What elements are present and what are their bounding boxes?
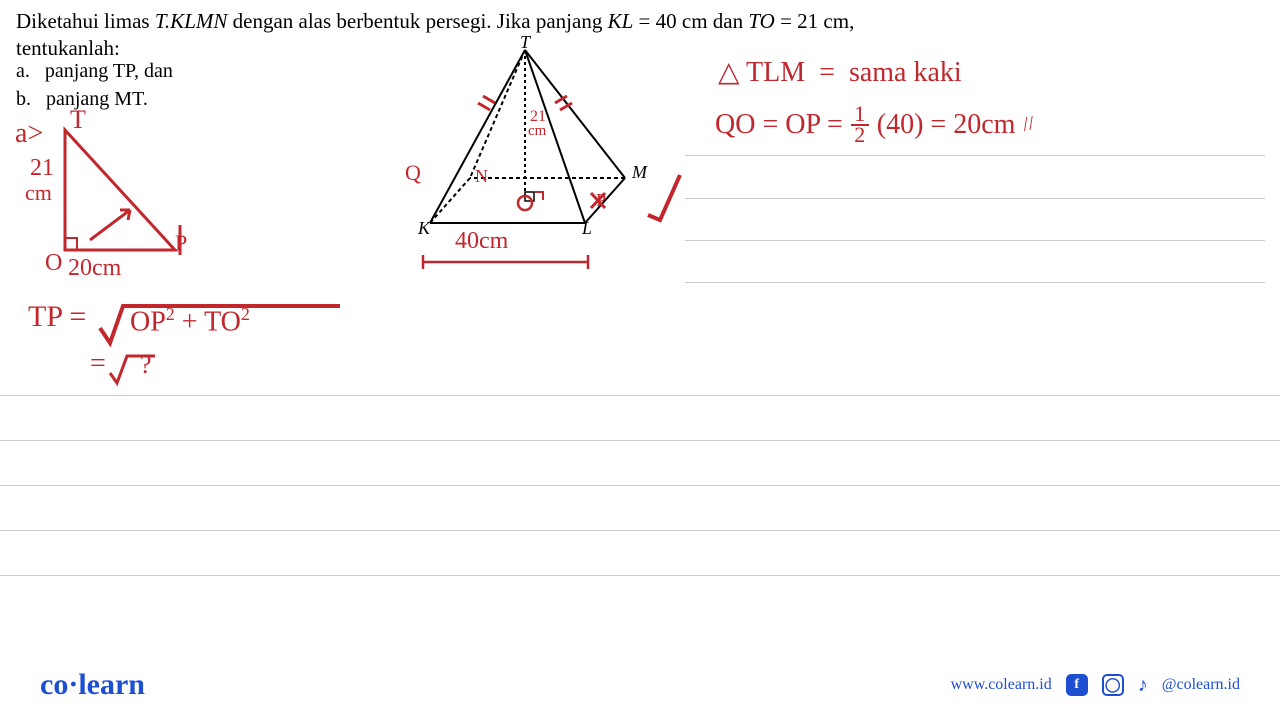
facebook-icon: f <box>1066 674 1088 696</box>
label-20cm: 20cm <box>68 255 121 282</box>
pyramid-N-label: N <box>475 166 488 187</box>
label-T: T <box>70 105 86 135</box>
rule-line <box>685 282 1265 283</box>
instagram-icon: ◯ <box>1102 674 1124 696</box>
colearn-logo: co·learn <box>40 668 145 702</box>
pyramid-figure <box>395 38 655 258</box>
rule-line <box>0 440 1280 441</box>
rule-line <box>685 240 1265 241</box>
pyramid-T-label: T <box>520 32 530 53</box>
right-eq1: △ TLM = sama kaki <box>718 55 962 89</box>
label-21: 21 <box>30 155 54 182</box>
rule-line <box>685 155 1265 156</box>
rule-line <box>0 575 1280 576</box>
tp-formula: TP = <box>28 300 86 334</box>
tick-p <box>170 220 190 260</box>
footer: co·learn www.colearn.id f ◯ ♪ @colearn.i… <box>0 668 1280 702</box>
tp-eq2: = <box>90 348 106 380</box>
footer-right: www.colearn.id f ◯ ♪ @colearn.id <box>951 674 1240 697</box>
rule-line <box>0 485 1280 486</box>
right-eq2: QO = OP = 1 2 (40) = 20cm // <box>715 105 1035 144</box>
rule-line <box>0 395 1280 396</box>
footer-url: www.colearn.id <box>951 676 1052 694</box>
pyramid-cm: cm <box>528 123 546 140</box>
pyramid-40cm: 40cm <box>455 228 508 255</box>
label-a: a> <box>15 118 43 150</box>
tick-mark <box>640 165 690 225</box>
rule-line <box>0 530 1280 531</box>
rule-line <box>685 198 1265 199</box>
label-cm: cm <box>25 180 52 206</box>
tp-inside: OP2 + TO2 <box>130 304 250 338</box>
label-O: O <box>45 250 62 277</box>
footer-handle: @colearn.id <box>1162 676 1240 694</box>
tiktok-icon: ♪ <box>1138 674 1148 697</box>
pyramid-Q-label: Q <box>405 160 421 186</box>
dim-bracket <box>418 252 598 272</box>
pyramid-K-label: K <box>418 218 430 239</box>
pyramid-L-label: L <box>582 218 592 239</box>
option-a: a. panjang TP, dan <box>16 60 173 83</box>
tp-q: ? <box>140 350 152 380</box>
pyramid-P-label: P <box>596 190 606 211</box>
